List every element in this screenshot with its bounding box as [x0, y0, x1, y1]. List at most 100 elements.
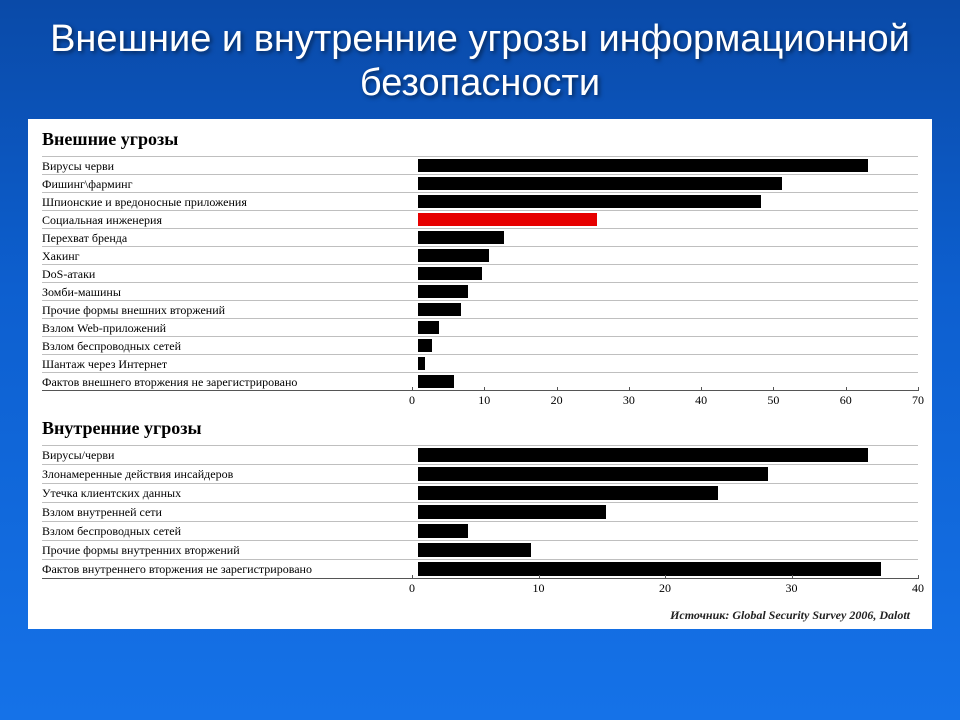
- external-x-axis: 010203040506070: [42, 390, 918, 412]
- bar: [418, 467, 768, 481]
- row-label: Прочие формы внешних вторжений: [42, 300, 418, 318]
- axis-tick: 20: [659, 579, 671, 596]
- chart-row: Взлом внутренней сети: [42, 502, 918, 521]
- row-label: Утечка клиентских данных: [42, 483, 418, 502]
- row-label: Социальная инженерия: [42, 210, 418, 228]
- internal-rows: Вирусы/червиЗлонамеренные действия инсай…: [42, 445, 918, 578]
- chart-row: Взлом беспроводных сетей: [42, 521, 918, 540]
- chart-row: Шантаж через Интернет: [42, 354, 918, 372]
- row-label: Фактов внутреннего вторжения не зарегист…: [42, 559, 418, 578]
- bar: [418, 357, 425, 370]
- row-bar-area: [418, 336, 918, 354]
- row-label: Злонамеренные действия инсайдеров: [42, 464, 418, 483]
- axis-tick: 0: [409, 391, 415, 408]
- internal-threats-chart: Внутренние угрозы Вирусы/червиЗлонамерен…: [42, 418, 918, 600]
- row-label: Фактов внешнего вторжения не зарегистрир…: [42, 372, 418, 390]
- bar: [418, 267, 482, 280]
- axis-tick: 10: [533, 579, 545, 596]
- chart-row: Утечка клиентских данных: [42, 483, 918, 502]
- axis-tick: 30: [623, 391, 635, 408]
- row-label: Шантаж через Интернет: [42, 354, 418, 372]
- row-label: Хакинг: [42, 246, 418, 264]
- row-bar-area: [418, 521, 918, 540]
- row-bar-area: [418, 228, 918, 246]
- chart-row: Фишинг\фарминг: [42, 174, 918, 192]
- bar: [418, 177, 782, 190]
- row-label: Вирусы/черви: [42, 445, 418, 464]
- internal-x-axis: 010203040: [42, 578, 918, 600]
- row-bar-area: [418, 300, 918, 318]
- row-bar-area: [418, 318, 918, 336]
- row-label: DoS-атаки: [42, 264, 418, 282]
- bar: [418, 375, 454, 388]
- row-label: Прочие формы внутренних вторжений: [42, 540, 418, 559]
- external-axis-area: 010203040506070: [412, 390, 918, 412]
- chart-row: Социальная инженерия: [42, 210, 918, 228]
- row-bar-area: [418, 282, 918, 300]
- axis-tick: 40: [695, 391, 707, 408]
- row-label: Зомби-машины: [42, 282, 418, 300]
- chart-row: DoS-атаки: [42, 264, 918, 282]
- bar: [418, 285, 468, 298]
- source-citation: Источник: Global Security Survey 2006, D…: [42, 606, 918, 623]
- axis-spacer: [42, 390, 412, 412]
- axis-tick: 30: [786, 579, 798, 596]
- external-rows: Вирусы червиФишинг\фармингШпионские и вр…: [42, 156, 918, 390]
- axis-tick: 40: [912, 579, 924, 596]
- external-threats-chart: Внешние угрозы Вирусы червиФишинг\фармин…: [42, 129, 918, 412]
- chart-row: Вирусы/черви: [42, 445, 918, 464]
- axis-tick: 50: [767, 391, 779, 408]
- row-label: Взлом беспроводных сетей: [42, 521, 418, 540]
- row-label: Вирусы черви: [42, 156, 418, 174]
- bar: [418, 303, 461, 316]
- bar: [418, 321, 439, 334]
- chart-row: Хакинг: [42, 246, 918, 264]
- chart-row: Фактов внешнего вторжения не зарегистрир…: [42, 372, 918, 390]
- chart-row: Взлом беспроводных сетей: [42, 336, 918, 354]
- chart-row: Перехват бренда: [42, 228, 918, 246]
- bar: [418, 524, 468, 538]
- row-label: Перехват бренда: [42, 228, 418, 246]
- bar: [418, 159, 868, 172]
- chart-row: Взлом Web-приложений: [42, 318, 918, 336]
- row-bar-area: [418, 156, 918, 174]
- slide: Внешние и внутренние угрозы информационн…: [0, 0, 960, 720]
- internal-axis-area: 010203040: [412, 578, 918, 600]
- axis-spacer: [42, 578, 412, 600]
- row-bar-area: [418, 354, 918, 372]
- internal-chart-title: Внутренние угрозы: [42, 418, 918, 439]
- bar: [418, 339, 432, 352]
- bar: [418, 543, 531, 557]
- bar: [418, 195, 761, 208]
- row-bar-area: [418, 502, 918, 521]
- row-bar-area: [418, 464, 918, 483]
- axis-tick: 60: [840, 391, 852, 408]
- axis-tick: 20: [551, 391, 563, 408]
- row-bar-area: [418, 445, 918, 464]
- row-bar-area: [418, 540, 918, 559]
- row-bar-area: [418, 372, 918, 390]
- chart-row: Прочие формы внутренних вторжений: [42, 540, 918, 559]
- chart-row: Зомби-машины: [42, 282, 918, 300]
- slide-title: Внешние и внутренние угрозы информационн…: [0, 0, 960, 119]
- row-bar-area: [418, 210, 918, 228]
- bar: [418, 562, 881, 576]
- bar: [418, 249, 489, 262]
- axis-tick: 10: [478, 391, 490, 408]
- external-chart-title: Внешние угрозы: [42, 129, 918, 150]
- row-bar-area: [418, 246, 918, 264]
- bar: [418, 448, 868, 462]
- row-bar-area: [418, 559, 918, 578]
- row-label: Фишинг\фарминг: [42, 174, 418, 192]
- axis-tick: 0: [409, 579, 415, 596]
- chart-row: Прочие формы внешних вторжений: [42, 300, 918, 318]
- chart-row: Фактов внутреннего вторжения не зарегист…: [42, 559, 918, 578]
- row-label: Взлом беспроводных сетей: [42, 336, 418, 354]
- chart-row: Вирусы черви: [42, 156, 918, 174]
- row-label: Взлом внутренней сети: [42, 502, 418, 521]
- chart-row: Злонамеренные действия инсайдеров: [42, 464, 918, 483]
- axis-tick: 70: [912, 391, 924, 408]
- chart-panel: Внешние угрозы Вирусы червиФишинг\фармин…: [28, 119, 932, 629]
- row-bar-area: [418, 192, 918, 210]
- row-label: Взлом Web-приложений: [42, 318, 418, 336]
